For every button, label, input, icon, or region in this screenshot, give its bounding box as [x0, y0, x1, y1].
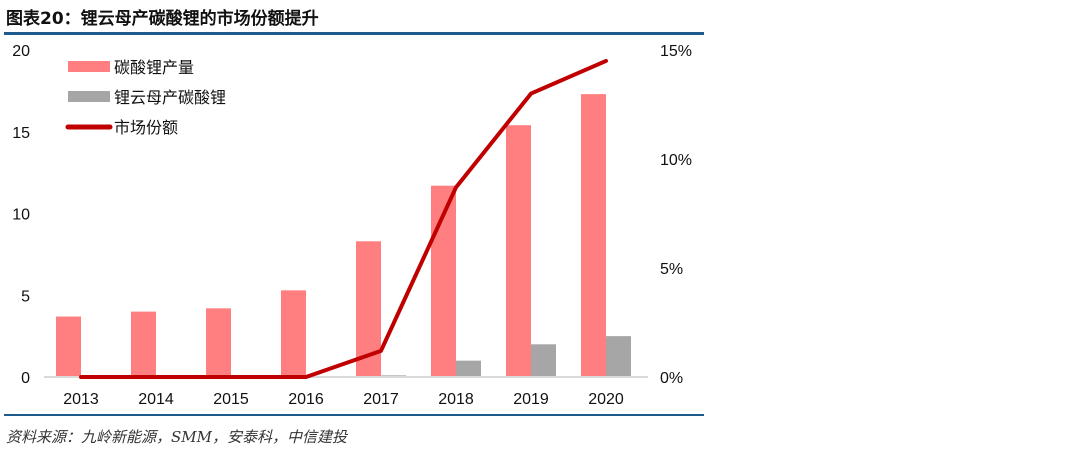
bar-lithium-carbonate-output — [56, 316, 81, 377]
x-tick-label: 2017 — [363, 391, 399, 408]
legend-label: 锂云母产碳酸锂 — [114, 89, 226, 107]
x-tick-label: 2014 — [138, 391, 174, 408]
source-note: 资料来源：九岭新能源，SMM，安泰科，中信建投 — [6, 428, 347, 446]
chart-title: 图表20：锂云母产碳酸锂的市场份额提升 — [6, 9, 319, 29]
legend-label: 市场份额 — [114, 119, 178, 137]
y2-tick-label: 15% — [660, 43, 692, 60]
y-tick-label: 15 — [12, 125, 30, 142]
bottom-divider — [4, 414, 704, 416]
y2-tick-label: 5% — [660, 261, 683, 278]
y-tick-label: 5 — [21, 288, 30, 305]
y-tick-label: 10 — [12, 207, 30, 224]
y-tick-label: 0 — [21, 370, 30, 387]
x-tick-label: 2020 — [588, 391, 624, 408]
bar-lepidolite-lithium-carbonate — [531, 344, 556, 377]
x-tick-label: 2018 — [438, 391, 474, 408]
bar-lithium-carbonate-output — [281, 290, 306, 377]
bar-lepidolite-lithium-carbonate — [606, 336, 631, 377]
x-tick-label: 2016 — [288, 391, 324, 408]
legend-swatch-lepidolite-lithium-carbonate — [68, 91, 110, 102]
legend-label: 碳酸锂产量 — [114, 59, 194, 77]
x-tick-label: 2015 — [213, 391, 249, 408]
bar-lithium-carbonate-output — [506, 125, 531, 378]
bar-lithium-carbonate-output — [581, 94, 606, 378]
x-tick-label: 2019 — [513, 391, 549, 408]
legend-swatch-lithium-carbonate-output — [68, 61, 110, 72]
y2-tick-label: 10% — [660, 152, 692, 169]
top-divider — [4, 32, 704, 35]
y-tick-label: 20 — [12, 43, 30, 60]
bar-lithium-carbonate-output — [131, 311, 156, 377]
bar-lepidolite-lithium-carbonate — [456, 360, 481, 377]
bar-lithium-carbonate-output — [206, 308, 231, 377]
y2-tick-label: 0% — [660, 370, 683, 387]
line-market-share — [79, 58, 608, 379]
x-tick-label: 2013 — [63, 391, 99, 408]
